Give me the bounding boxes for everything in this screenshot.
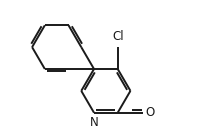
Text: Cl: Cl	[112, 30, 124, 43]
Text: N: N	[90, 116, 98, 129]
Text: O: O	[145, 106, 154, 119]
